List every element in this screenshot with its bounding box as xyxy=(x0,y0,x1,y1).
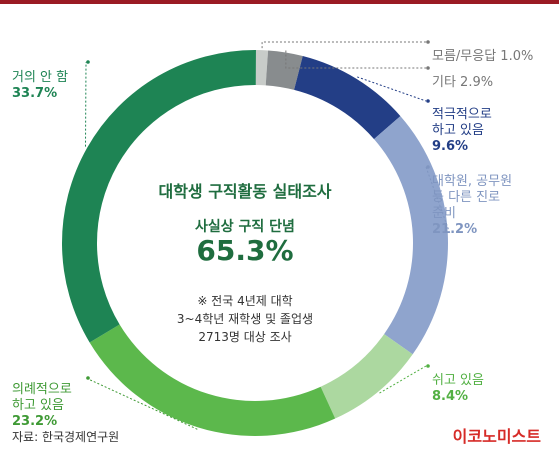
chart-title: 대학생 구직활동 실태조사 xyxy=(158,182,332,201)
leader-dot xyxy=(426,66,430,70)
label-other-path: 대학원, 공무원 등 다른 진로 준비 21.2% xyxy=(432,158,512,254)
leader-line xyxy=(261,41,426,49)
label-pct: 33.7% xyxy=(12,86,58,101)
center-subtitle: 사실상 구직 단념 xyxy=(195,219,295,235)
label-barely: 거의 안 함 33.7% xyxy=(12,54,68,118)
label-text: 적극적으로 하고 있음 xyxy=(432,107,492,138)
brand-logo: 이코노미스트 xyxy=(452,427,541,446)
label-text: 대학원, 공무원 등 다른 진로 준비 xyxy=(432,174,513,221)
label-text: 기타 2.9% xyxy=(432,75,494,90)
donut-slice xyxy=(294,56,401,140)
donut-slice xyxy=(255,50,269,86)
label-text: 쉬고 있음 xyxy=(432,373,484,388)
center-note-line: 2713명 대상 조사 xyxy=(198,330,292,344)
center-note-line: ※ 전국 4년제 대학 xyxy=(197,294,293,308)
top-accent-bar xyxy=(0,0,559,4)
donut-slice xyxy=(265,50,303,90)
leader-line xyxy=(85,377,198,430)
center-note-line: 3~4학년 재학생 및 졸업생 xyxy=(176,312,314,326)
leader-dot xyxy=(426,40,430,44)
label-resting: 쉬고 있음 8.4% xyxy=(432,357,484,421)
leader-line xyxy=(84,61,87,147)
leader-dot xyxy=(426,364,430,368)
label-pct: 23.2% xyxy=(12,414,58,429)
center-value: 65.3% xyxy=(196,234,294,267)
label-text: 거의 안 함 xyxy=(12,70,69,85)
donut-slice xyxy=(320,334,413,419)
label-unknown: 모름/무응답 1.0% xyxy=(432,33,533,65)
leader-dot xyxy=(86,60,90,64)
label-text: 의례적으로 하고 있음 xyxy=(12,382,72,413)
label-other: 기타 2.9% xyxy=(432,59,493,91)
leader-line xyxy=(357,76,427,102)
label-pct: 21.2% xyxy=(432,222,478,237)
label-text: 모름/무응답 1.0% xyxy=(432,49,534,64)
donut-slice xyxy=(89,324,336,437)
label-pct: 9.6% xyxy=(432,139,469,154)
label-pct: 8.4% xyxy=(432,389,469,404)
leader-line xyxy=(285,50,426,69)
donut-slice xyxy=(62,49,256,343)
source-note: 자료: 한국경제연구원 xyxy=(12,430,120,444)
label-perfunctory: 의례적으로 하고 있음 23.2% xyxy=(12,366,72,446)
label-active: 적극적으로 하고 있음 9.6% xyxy=(432,91,492,171)
center-note: ※ 전국 4년제 대학 3~4학년 재학생 및 졸업생 2713명 대상 조사 xyxy=(150,292,340,346)
leader-dot xyxy=(86,376,90,380)
leader-line xyxy=(379,365,427,394)
leader-dot xyxy=(426,99,430,103)
leader-dot xyxy=(426,165,430,169)
